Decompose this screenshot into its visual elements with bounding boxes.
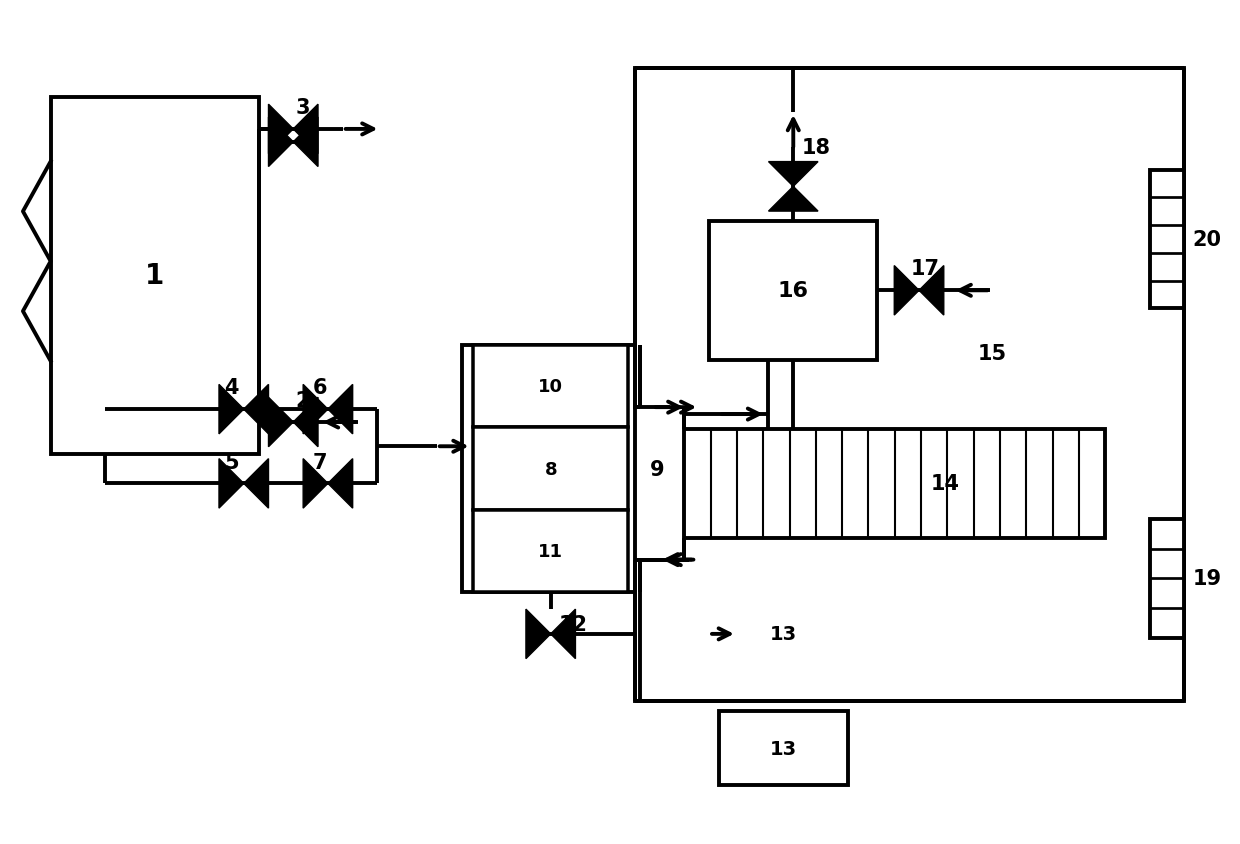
Polygon shape	[293, 398, 317, 447]
Bar	[51, 98, 259, 454]
Bar	[684, 430, 1105, 538]
Text: 4: 4	[224, 378, 238, 398]
Text: 20: 20	[1193, 230, 1221, 250]
Text: 8: 8	[544, 460, 557, 478]
Text: 17: 17	[911, 259, 940, 279]
Polygon shape	[244, 459, 269, 509]
Text: 18: 18	[801, 138, 831, 158]
Polygon shape	[269, 398, 293, 447]
Bar	[474, 510, 627, 592]
Polygon shape	[269, 105, 293, 154]
Bar	[709, 222, 878, 360]
Bar	[635, 68, 1184, 701]
Polygon shape	[303, 459, 327, 509]
Polygon shape	[293, 105, 317, 154]
Text: 11: 11	[538, 543, 563, 560]
Bar	[719, 597, 848, 671]
Polygon shape	[327, 459, 352, 509]
Bar	[474, 345, 627, 428]
Bar	[1149, 170, 1184, 309]
Text: 9: 9	[650, 459, 665, 479]
Polygon shape	[769, 187, 818, 212]
Text: 12: 12	[558, 614, 588, 634]
Polygon shape	[244, 385, 269, 435]
Bar	[719, 711, 848, 786]
Text: 13: 13	[770, 625, 797, 644]
Polygon shape	[269, 118, 293, 167]
Polygon shape	[769, 162, 818, 187]
Polygon shape	[293, 118, 317, 167]
Polygon shape	[219, 459, 244, 509]
Text: 2: 2	[295, 391, 310, 411]
Text: 10: 10	[538, 377, 563, 396]
Text: 6: 6	[312, 378, 327, 398]
Text: 15: 15	[977, 344, 1007, 363]
Text: 13: 13	[770, 738, 797, 758]
Polygon shape	[551, 609, 575, 659]
Polygon shape	[919, 266, 944, 316]
Polygon shape	[894, 266, 919, 316]
Text: 5: 5	[224, 452, 238, 472]
Polygon shape	[219, 385, 244, 435]
Polygon shape	[327, 385, 352, 435]
Text: 19: 19	[1193, 569, 1221, 589]
Polygon shape	[526, 609, 551, 659]
Bar	[1149, 519, 1184, 638]
Text: 16: 16	[777, 281, 808, 301]
Text: 7: 7	[312, 452, 327, 472]
Text: 14: 14	[931, 473, 960, 494]
Text: 3: 3	[295, 98, 310, 118]
Bar	[461, 345, 640, 592]
Bar	[474, 428, 627, 510]
Polygon shape	[303, 385, 327, 435]
Text: 1: 1	[145, 262, 164, 290]
